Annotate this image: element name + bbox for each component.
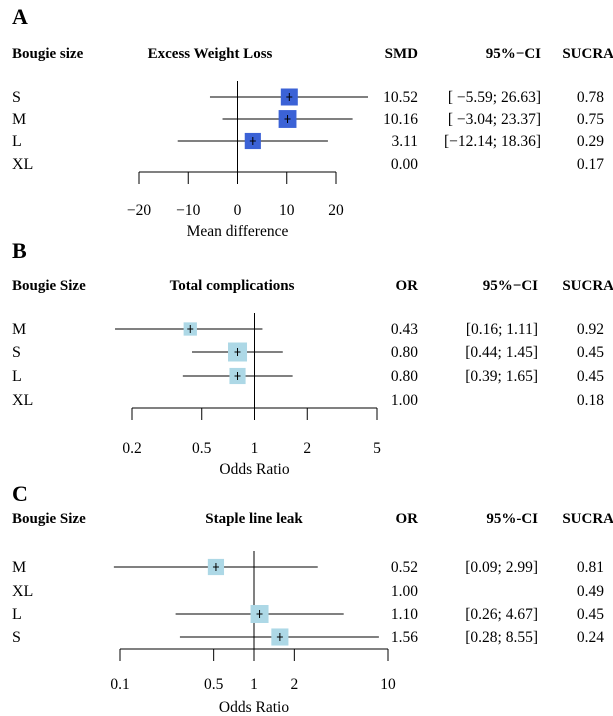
panel-letter: A bbox=[12, 4, 28, 29]
ci-value: [0.44; 1.45] bbox=[465, 344, 538, 361]
ci-value: [0.39; 1.65] bbox=[465, 368, 538, 385]
sucra-value: 0.78 bbox=[577, 89, 604, 106]
row-label: L bbox=[12, 133, 22, 150]
x-tick-label: 10 bbox=[279, 202, 295, 219]
ci-value: [0.26; 4.67] bbox=[465, 606, 538, 623]
sucra-value: 0.45 bbox=[577, 606, 604, 623]
effect-value: 1.00 bbox=[391, 583, 418, 600]
x-tick-label: 0.1 bbox=[110, 676, 129, 693]
ci-value: [ −5.59; 26.63] bbox=[448, 89, 541, 106]
panel-letter: B bbox=[12, 238, 27, 263]
column-header-group: Bougie Size bbox=[12, 511, 86, 527]
x-tick-label: −10 bbox=[176, 202, 200, 219]
panel-title: Total complications bbox=[170, 278, 295, 294]
row-label: XL bbox=[12, 392, 33, 409]
x-axis-title: Mean difference bbox=[187, 223, 289, 240]
row-label: XL bbox=[12, 156, 33, 173]
column-header-sucra: SUCRA bbox=[562, 278, 613, 294]
ci-value: [0.09; 2.99] bbox=[465, 559, 538, 576]
x-tick-label: 20 bbox=[328, 202, 344, 219]
column-header-group: Bougie size bbox=[12, 46, 84, 62]
column-header-effect: OR bbox=[396, 511, 419, 527]
column-header-effect: OR bbox=[396, 278, 419, 294]
effect-value: 0.00 bbox=[391, 156, 418, 173]
panel-letter: C bbox=[12, 481, 28, 506]
row-label: L bbox=[12, 606, 22, 623]
column-header-sucra: SUCRA bbox=[562, 46, 613, 62]
column-header-sucra: SUCRA bbox=[562, 511, 613, 527]
forest-panel-b: B Bougie Size Total complications OR 95%−CI S… bbox=[12, 238, 613, 478]
x-tick-label: 0.2 bbox=[122, 440, 141, 457]
effect-value: 1.56 bbox=[391, 629, 418, 646]
x-axis-title: Odds Ratio bbox=[219, 461, 289, 478]
x-tick-label: 5 bbox=[373, 440, 381, 457]
x-tick-label: 1 bbox=[251, 440, 259, 457]
ci-value: [ −3.04; 23.37] bbox=[448, 111, 541, 128]
column-header-group: Bougie Size bbox=[12, 278, 86, 294]
effect-value: 0.43 bbox=[391, 321, 418, 338]
sucra-value: 0.29 bbox=[577, 133, 604, 150]
effect-value: 10.52 bbox=[383, 89, 418, 106]
row-label: L bbox=[12, 368, 22, 385]
sucra-value: 0.81 bbox=[577, 559, 604, 576]
effect-value: 0.52 bbox=[391, 559, 418, 576]
column-header-ci: 95%−CI bbox=[486, 46, 541, 62]
sucra-value: 0.17 bbox=[577, 156, 604, 173]
forest-panel-a: A Bougie size Excess Weight Loss SMD 95%−CI S… bbox=[12, 4, 613, 240]
row-label: M bbox=[12, 559, 26, 576]
sucra-value: 0.92 bbox=[577, 321, 604, 338]
x-tick-label: 0.5 bbox=[204, 676, 224, 693]
effect-value: 10.16 bbox=[383, 111, 418, 128]
row-label: S bbox=[12, 344, 21, 361]
ci-value: [0.28; 8.55] bbox=[465, 629, 538, 646]
x-tick-label: 2 bbox=[303, 440, 311, 457]
row-label: S bbox=[12, 629, 21, 646]
sucra-value: 0.45 bbox=[577, 344, 604, 361]
sucra-value: 0.75 bbox=[577, 111, 604, 128]
x-tick-label: −20 bbox=[127, 202, 151, 219]
column-header-ci: 95%−CI bbox=[483, 278, 538, 294]
x-axis-title: Odds Ratio bbox=[219, 699, 289, 716]
effect-value: 0.80 bbox=[391, 344, 418, 361]
sucra-value: 0.18 bbox=[577, 392, 604, 409]
panel-title: Excess Weight Loss bbox=[148, 46, 273, 62]
sucra-value: 0.24 bbox=[577, 629, 604, 646]
forest-panel-c: C Bougie Size Staple line leak OR 95%-CI SUCR… bbox=[12, 481, 613, 716]
panel-title: Staple line leak bbox=[205, 511, 303, 527]
x-tick-label: 0.5 bbox=[192, 440, 212, 457]
effect-value: 1.00 bbox=[391, 392, 418, 409]
column-header-ci: 95%-CI bbox=[486, 511, 538, 527]
column-header-effect: SMD bbox=[385, 46, 419, 62]
row-label: S bbox=[12, 89, 21, 106]
effect-value: 1.10 bbox=[391, 606, 418, 623]
sucra-value: 0.49 bbox=[577, 583, 604, 600]
x-tick-label: 1 bbox=[250, 676, 258, 693]
effect-value: 3.11 bbox=[391, 133, 418, 150]
row-label: M bbox=[12, 111, 26, 128]
x-tick-label: 10 bbox=[380, 676, 396, 693]
x-tick-label: 0 bbox=[234, 202, 242, 219]
row-label: M bbox=[12, 321, 26, 338]
x-tick-label: 2 bbox=[290, 676, 298, 693]
ci-value: [−12.14; 18.36] bbox=[444, 133, 541, 150]
sucra-value: 0.45 bbox=[577, 368, 604, 385]
row-label: XL bbox=[12, 583, 33, 600]
ci-value: [0.16; 1.11] bbox=[466, 321, 538, 338]
effect-value: 0.80 bbox=[391, 368, 418, 385]
